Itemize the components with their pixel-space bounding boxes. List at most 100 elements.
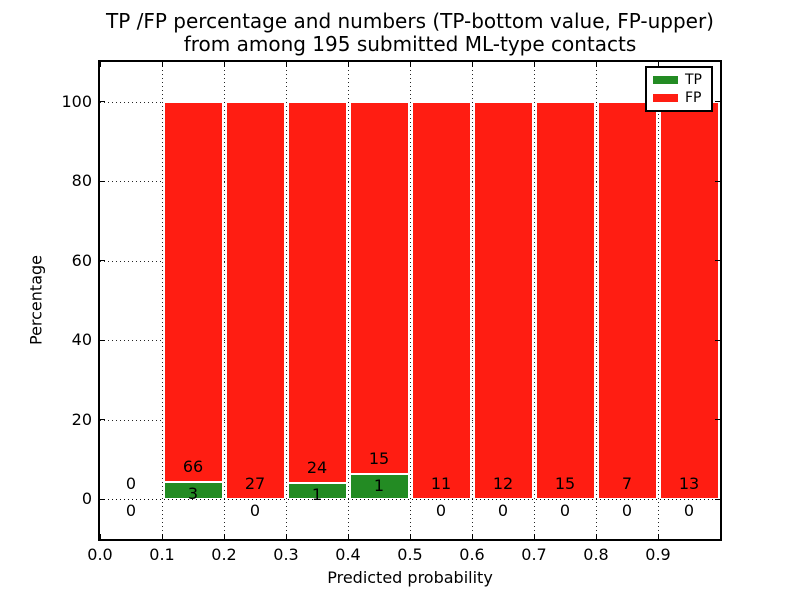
y-tick-mark [100, 101, 105, 103]
x-tick-label: 0.0 [87, 545, 113, 564]
x-tick-label: 0.8 [583, 545, 609, 564]
fp-count-label: 15 [368, 449, 390, 469]
y-tick-mark-right [715, 339, 720, 341]
tp-count-label: 0 [559, 501, 571, 521]
x-tick-mark [595, 534, 597, 539]
bar-segment-fp [411, 101, 471, 500]
gridline-v [223, 62, 225, 539]
x-tick-mark [99, 534, 101, 539]
gridline-v [409, 62, 411, 539]
y-tick-mark-right [715, 419, 720, 421]
y-tick-label: 40 [71, 330, 92, 350]
tp-count-label: 0 [125, 501, 137, 521]
x-tick-mark [223, 534, 225, 539]
y-tick-label: 20 [71, 409, 92, 429]
fp-count-label: 15 [554, 474, 576, 494]
y-tick-label: 80 [71, 171, 92, 191]
x-tick-mark [657, 534, 659, 539]
bar-segment-fp [473, 101, 533, 500]
y-tick-mark [100, 339, 105, 341]
tp-count-label: 0 [497, 501, 509, 521]
bar-segment-fp [349, 101, 409, 475]
y-tick-mark-right [715, 101, 720, 103]
zero-gridline [100, 499, 720, 501]
legend-row-fp: FP [647, 91, 711, 105]
y-tick-mark [100, 180, 105, 182]
tp-legend-label: TP [685, 71, 702, 88]
x-tick-label: 0.1 [149, 545, 175, 564]
bar-segment-fp [597, 101, 657, 500]
tp-count-label: 0 [435, 501, 447, 521]
gridline-v [533, 62, 535, 539]
tp-legend-swatch [653, 75, 678, 84]
y-tick-label: 0 [81, 489, 92, 509]
gridline-v [471, 62, 473, 539]
x-tick-label: 0.3 [273, 545, 299, 564]
x-tick-label: 0.7 [521, 545, 547, 564]
chart-title: TP /FP percentage and numbers (TP-bottom… [100, 10, 720, 56]
fp-count-label: 7 [621, 474, 633, 494]
x-tick-label: 0.9 [645, 545, 671, 564]
x-tick-mark-top [657, 62, 659, 67]
bar-segment-tp [163, 481, 223, 500]
legend: TP FP [645, 66, 713, 112]
bar-segment-tp [287, 483, 347, 500]
y-tick-mark [100, 498, 105, 500]
x-tick-mark-top [223, 62, 225, 67]
x-axis-label: Predicted probability [327, 568, 493, 587]
tp-count-label: 0 [683, 501, 695, 521]
x-tick-mark-top [595, 62, 597, 67]
y-tick-mark-right [715, 260, 720, 262]
fp-count-label: 24 [306, 458, 328, 478]
bar-segment-tp [349, 474, 409, 500]
tp-count-label: 0 [621, 501, 633, 521]
legend-row-tp: TP [647, 73, 711, 87]
x-tick-mark [161, 534, 163, 539]
x-tick-mark [471, 534, 473, 539]
x-tick-mark [533, 534, 535, 539]
fp-count-label: 66 [182, 456, 204, 476]
fp-count-label: 13 [678, 474, 700, 494]
bar-segment-fp [163, 101, 223, 482]
fp-legend-label: FP [685, 90, 702, 107]
x-tick-mark-top [161, 62, 163, 67]
x-tick-mark-top [471, 62, 473, 67]
y-tick-mark-right [715, 498, 720, 500]
y-tick-mark [100, 419, 105, 421]
x-tick-label: 0.6 [459, 545, 485, 564]
x-tick-mark [347, 534, 349, 539]
bar-segment-fp [535, 101, 595, 500]
gridline-v [657, 62, 659, 539]
x-tick-mark-top [533, 62, 535, 67]
x-tick-mark-top [285, 62, 287, 67]
x-tick-label: 0.4 [335, 545, 361, 564]
gridline-v [595, 62, 597, 539]
fp-count-label: 27 [244, 474, 266, 494]
chart-title-line2: from among 195 submitted ML-type contact… [183, 32, 637, 56]
tp-count-label: 3 [187, 483, 199, 503]
y-axis-label: Percentage [26, 254, 46, 346]
tp-count-label: 1 [373, 476, 385, 496]
tp-count-label: 0 [249, 501, 261, 521]
fp-legend-swatch [653, 94, 678, 103]
y-tick-label: 100 [61, 91, 92, 111]
bar-segment-fp [287, 101, 347, 484]
gridline-v [161, 62, 163, 539]
fp-count-label: 12 [492, 474, 514, 494]
gridline-v [347, 62, 349, 539]
gridline-v [285, 62, 287, 539]
x-tick-mark [409, 534, 411, 539]
y-tick-mark-right [715, 180, 720, 182]
fp-count-label: 0 [125, 474, 137, 494]
x-tick-mark-top [409, 62, 411, 67]
chart-title-line1: TP /FP percentage and numbers (TP-bottom… [106, 9, 714, 33]
x-tick-label: 0.5 [397, 545, 423, 564]
tp-count-label: 1 [311, 485, 323, 505]
x-tick-label: 0.2 [211, 545, 237, 564]
x-tick-mark [285, 534, 287, 539]
y-tick-mark [100, 260, 105, 262]
y-tick-label: 60 [71, 250, 92, 270]
x-tick-mark-top [347, 62, 349, 67]
fp-count-label: 11 [430, 474, 452, 494]
